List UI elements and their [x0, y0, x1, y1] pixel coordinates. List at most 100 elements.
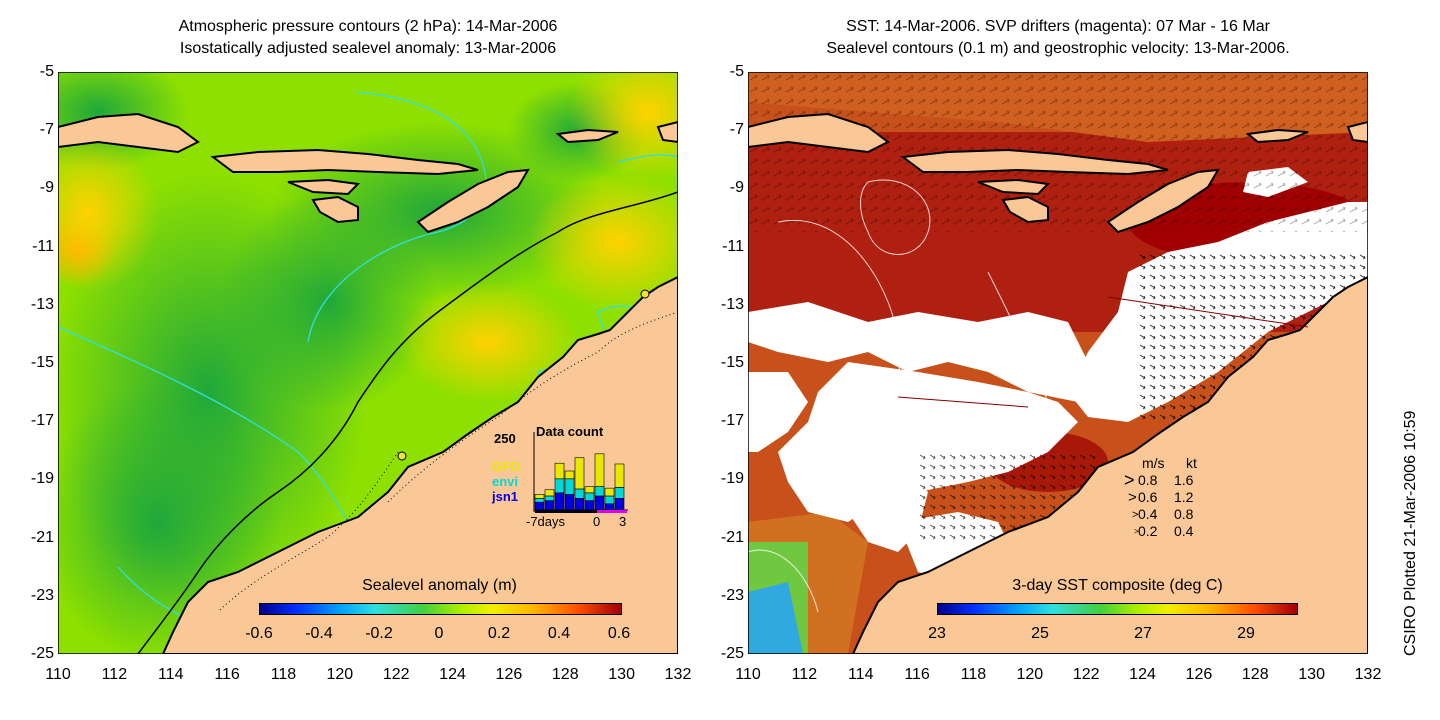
left-x-tick-3: 116 — [214, 666, 240, 683]
histogram-bar — [554, 492, 565, 511]
left-y-tick-1: -7 — [39, 121, 54, 139]
land-right — [748, 112, 1368, 654]
histogram-bar — [594, 453, 605, 487]
histogram-bar — [544, 489, 555, 497]
right-x-tick-9: 128 — [1241, 666, 1269, 683]
left-x-tick-0: 110 — [45, 666, 71, 683]
left-y-tick-6: -17 — [30, 412, 54, 430]
histogram-bar — [584, 500, 595, 511]
velocity-row-1-ms: 0.6 — [1138, 489, 1158, 505]
histogram-bar — [574, 488, 585, 499]
histogram-bar — [584, 486, 595, 494]
days-marker-recent — [597, 510, 627, 513]
right-x-tick-0: 110 — [735, 666, 761, 683]
left-x-tick-10: 130 — [608, 666, 635, 683]
histogram-bar — [564, 478, 575, 495]
station-marker-1 — [640, 289, 650, 299]
right-y-tick-4: -13 — [720, 295, 744, 313]
left-cb-tick-1: -0.4 — [305, 625, 333, 642]
histogram-bar — [554, 462, 565, 480]
right-cb-tick-0: 23 — [928, 625, 946, 642]
right-y-tick-9: -23 — [720, 586, 744, 604]
left-x-tick-9: 128 — [551, 666, 579, 683]
velocity-row-2-kt: 0.8 — [1174, 506, 1194, 522]
left-cb-tick-3: 0 — [434, 625, 444, 642]
histogram-bar — [534, 498, 545, 503]
left-y-tick-3: -11 — [32, 237, 54, 255]
histogram-bar — [534, 501, 545, 511]
histogram-bar — [544, 495, 555, 501]
left-map-sealevel-anomaly — [58, 72, 678, 654]
arrow-icon-04: > — [1132, 509, 1139, 521]
station-marker-2 — [397, 451, 407, 461]
left-y-tick-7: -19 — [30, 470, 54, 488]
right-x-tick-11: 132 — [1354, 666, 1382, 683]
data-count-histogram — [533, 432, 628, 513]
right-x-tick-6: 122 — [1072, 666, 1100, 683]
histogram-bar — [604, 503, 615, 511]
histogram-bar — [604, 495, 615, 505]
right-x-tick-8: 126 — [1185, 666, 1213, 683]
velocity-legend-kt-header: kt — [1186, 455, 1197, 471]
right-y-tick-2: -9 — [729, 179, 744, 197]
data-count-title: Data count — [536, 424, 604, 439]
legend-jsn1: jsn1 — [492, 489, 519, 504]
histogram-bar — [564, 470, 575, 480]
right-y-tick-3: -11 — [722, 237, 744, 255]
right-y-tick-8: -21 — [720, 528, 744, 546]
left-x-tick-5: 120 — [326, 666, 354, 683]
histogram-bar — [614, 463, 625, 488]
right-title-line2: Sealevel contours (0.1 m) and geostrophi… — [826, 40, 1290, 57]
velocity-legend-ms-header: m/s — [1142, 455, 1165, 471]
right-y-tick-10: -25 — [720, 645, 744, 662]
histogram-bar — [604, 487, 615, 497]
left-y-tick-8: -21 — [30, 528, 54, 546]
left-y-tick-4: -13 — [30, 295, 54, 313]
drifter-tracks — [897, 296, 1309, 408]
data-count-max-label: 250 — [494, 431, 516, 446]
histogram-bars — [534, 453, 625, 511]
right-x-tick-2: 114 — [847, 666, 874, 683]
velocity-row-0-ms: 0.8 — [1138, 472, 1158, 488]
shelf-break — [137, 191, 678, 654]
histogram-bar — [614, 498, 625, 511]
right-x-tick-5: 120 — [1016, 666, 1044, 683]
land — [58, 112, 678, 654]
right-map-sst — [748, 72, 1368, 654]
arrow-icon-06: > — [1128, 489, 1137, 506]
left-y-tick-2: -9 — [39, 179, 54, 197]
right-y-tick-7: -19 — [720, 470, 744, 488]
right-x-tick-1: 112 — [791, 666, 818, 683]
velocity-arrows-north — [748, 72, 1368, 232]
left-y-tick-5: -15 — [30, 354, 54, 371]
data-count-x-zero: 0 — [593, 514, 601, 529]
histogram-bar — [554, 478, 565, 494]
right-cb-tick-1: 25 — [1031, 625, 1049, 642]
right-cb-tick-3: 29 — [1237, 625, 1255, 642]
legend-gfo: GFO — [492, 459, 521, 474]
days-marker-past — [535, 510, 597, 513]
plot-credit: CSIRO Plotted 21-Mar-2006 10:59 — [1402, 410, 1419, 656]
right-y-tick-0: -5 — [729, 63, 744, 80]
histogram-bar — [574, 457, 585, 490]
histogram-bar — [564, 494, 575, 511]
right-colorbar-label: 3-day SST composite (deg C) — [1012, 577, 1223, 594]
right-colorbar — [937, 603, 1298, 615]
left-cb-tick-6: 0.6 — [607, 625, 631, 642]
left-x-tick-2: 114 — [157, 666, 184, 683]
data-count-x-end: 3 — [619, 514, 627, 529]
left-cb-tick-0: -0.6 — [245, 625, 273, 642]
left-x-tick-6: 122 — [382, 666, 410, 683]
left-title-line2: Isostatically adjusted sealevel anomaly:… — [179, 40, 557, 57]
left-y-tick-10: -25 — [30, 645, 54, 662]
left-y-tick-0: -5 — [39, 63, 54, 80]
histogram-bar — [574, 498, 585, 511]
histogram-bar — [614, 487, 625, 499]
right-cb-tick-2: 27 — [1134, 625, 1152, 642]
velocity-row-0-kt: 1.6 — [1174, 472, 1194, 488]
left-x-tick-4: 118 — [270, 666, 297, 683]
right-title-line1: SST: 14-Mar-2006. SVP drifters (magenta)… — [846, 18, 1270, 35]
velocity-row-3-kt: 0.4 — [1174, 523, 1194, 539]
left-y-tick-9: -23 — [30, 586, 54, 604]
right-y-tick-1: -7 — [729, 121, 744, 139]
